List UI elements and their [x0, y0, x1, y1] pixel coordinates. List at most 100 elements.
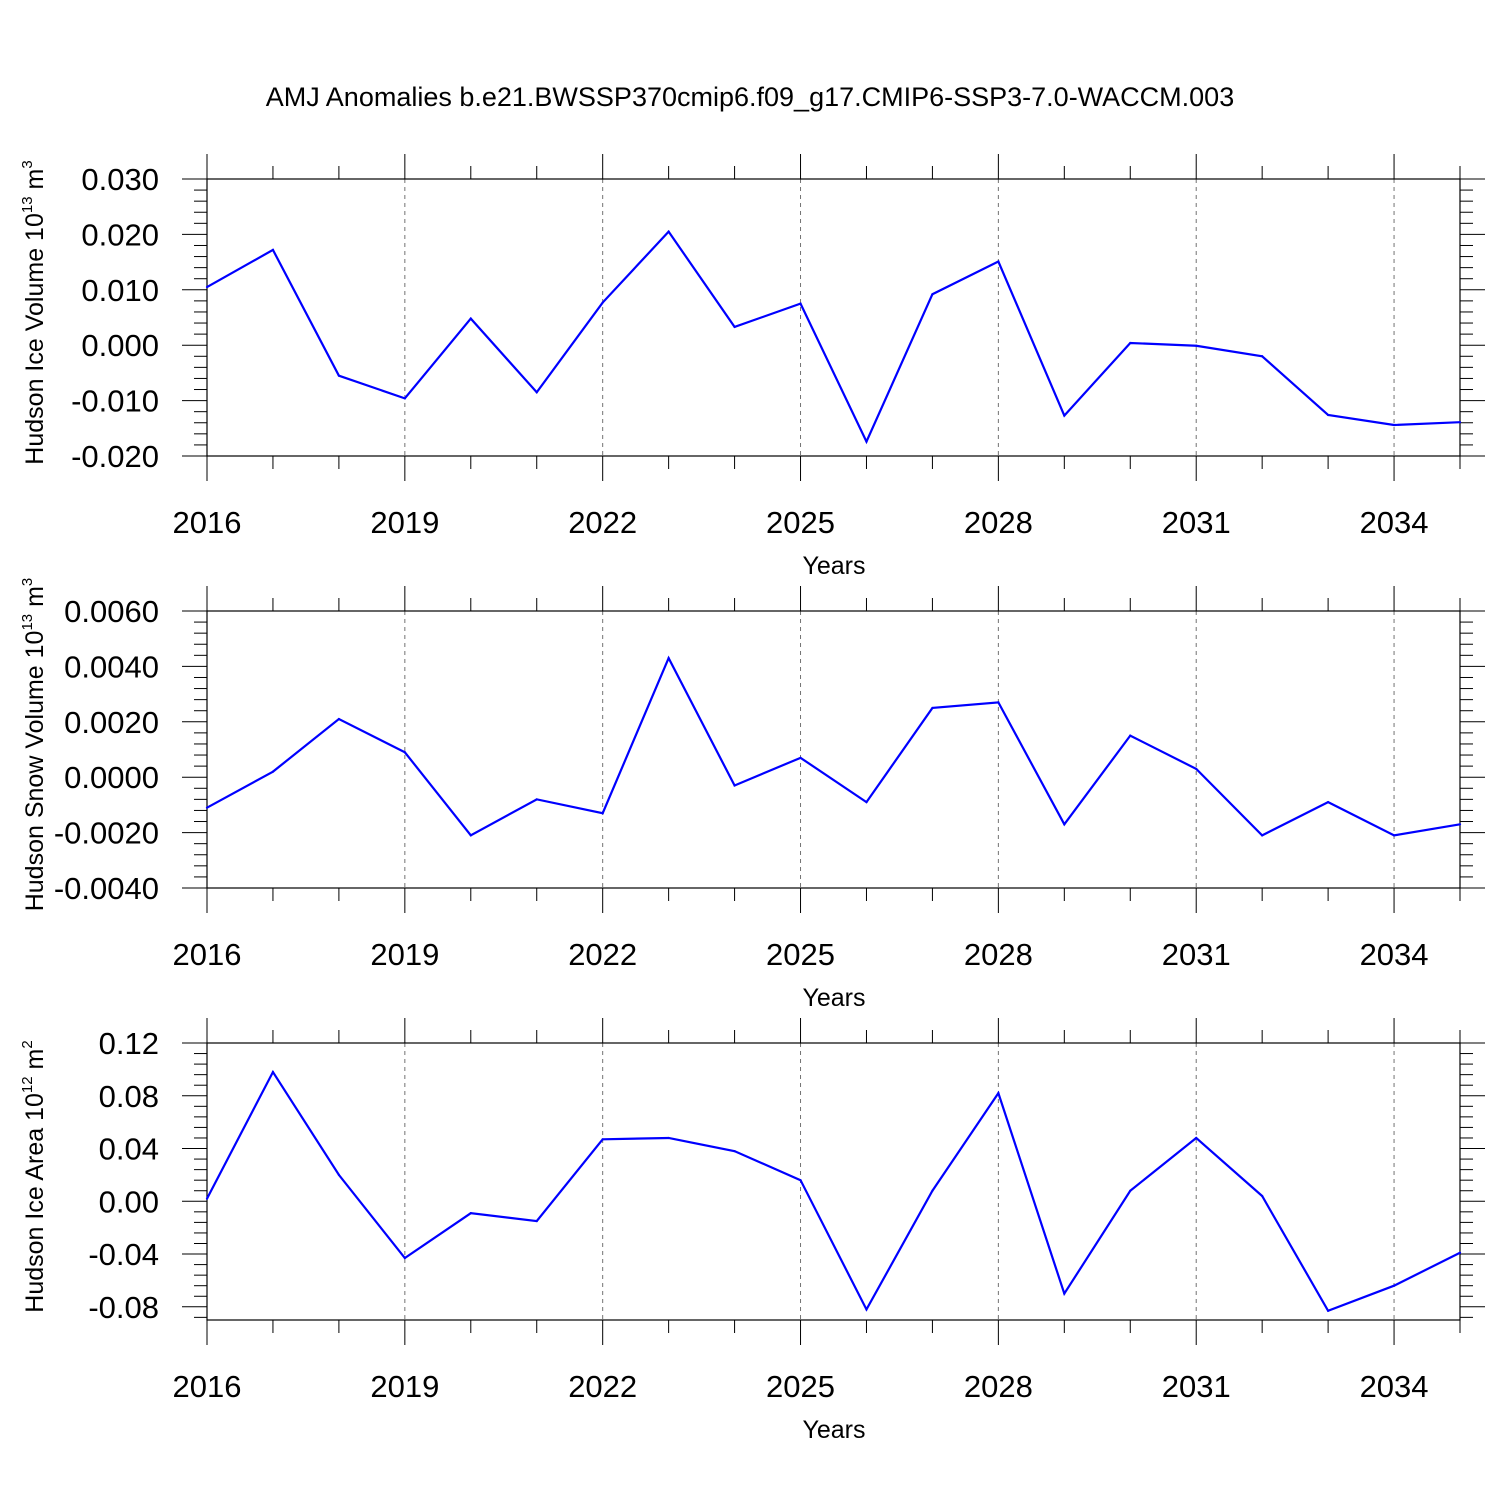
x-axis-label: Years: [802, 984, 865, 1012]
y-tick-label: 0.12: [99, 1026, 159, 1061]
data-point: [997, 701, 1000, 704]
data-point: [733, 784, 736, 787]
x-tick-label: 2025: [766, 937, 835, 972]
data-point: [1327, 413, 1330, 417]
data-point: [1129, 734, 1132, 737]
x-tick-label: 2016: [173, 1369, 242, 1404]
y-tick-label: 0.0060: [64, 594, 159, 629]
data-point: [1392, 834, 1396, 837]
data-point: [1261, 834, 1264, 837]
x-axis-label: Years: [802, 1416, 865, 1444]
x-tick-label: 2022: [568, 937, 637, 972]
y-tick-label: 0.0000: [64, 760, 159, 795]
data-point: [1261, 1194, 1264, 1198]
panels: 2016 2019 2022 2025 2028 2031 2034 Years -0.020 -…: [19, 154, 1485, 1444]
chart-panel-1: 2016 2019 2022 2025 2028 2031 2034 Years -0.020 -…: [19, 154, 1485, 580]
y-tick-label: 0.000: [81, 328, 159, 363]
data-point: [931, 293, 934, 296]
x-tick-label: 2034: [1360, 1369, 1429, 1404]
x-tick-label: 2016: [173, 505, 242, 540]
chart-panel-3: 2016 2019 2022 2025 2028 2031 2034 Years -0.08 -0…: [19, 1018, 1485, 1444]
data-point: [271, 770, 275, 773]
x-tick-label: 2019: [370, 937, 439, 972]
data-point: [601, 812, 604, 815]
y-tick-label: -0.0040: [54, 871, 159, 906]
data-point: [1063, 414, 1066, 417]
data-point: [403, 751, 406, 754]
x-tick-label: 2022: [568, 505, 637, 540]
plot-frame: [206, 610, 1461, 889]
x-tick-label: 2028: [964, 937, 1033, 972]
data-point: [271, 248, 275, 252]
data-point: [733, 325, 736, 329]
data-point: [997, 260, 1000, 263]
figure-title: AMJ Anomalies b.e21.BWSSP370cmip6.f09_g1…: [266, 82, 1234, 112]
data-point: [667, 656, 670, 660]
series-line: [206, 229, 1461, 445]
data-point: [1327, 801, 1330, 804]
y-tick-label: 0.00: [99, 1184, 159, 1219]
y-tick-label: 0.0020: [64, 705, 159, 740]
data-point: [205, 285, 209, 289]
series-line: [206, 1069, 1461, 1313]
x-axis-label: Years: [802, 552, 865, 580]
data-point: [535, 798, 538, 801]
series-line: [206, 655, 1461, 837]
plot-frame: [206, 1042, 1461, 1321]
x-tick-label: 2028: [964, 505, 1033, 540]
data-point: [205, 1197, 209, 1200]
x-tick-label: 2031: [1162, 505, 1231, 540]
x-tick-label: 2025: [766, 1369, 835, 1404]
y-tick-label: -0.010: [71, 384, 159, 419]
y-tick-label: 0.08: [99, 1079, 159, 1114]
x-tick-label: 2025: [766, 505, 835, 540]
data-point: [1195, 344, 1198, 347]
data-point: [931, 706, 934, 710]
x-tick-label: 2034: [1360, 937, 1429, 972]
data-point: [799, 302, 802, 305]
data-point: [799, 756, 802, 759]
y-tick-label: -0.0020: [54, 816, 159, 851]
chart-panel-2: 2016 2019 2022 2025 2028 2031 2034 Years -0.0040…: [19, 578, 1485, 1012]
data-point: [667, 1136, 670, 1140]
data-point: [601, 1138, 604, 1141]
x-tick-label: 2016: [173, 937, 242, 972]
data-point: [403, 397, 406, 400]
data-point: [865, 1308, 868, 1311]
y-tick-label: -0.08: [88, 1290, 159, 1325]
data-point: [205, 806, 209, 809]
data-point: [271, 1070, 275, 1074]
plot-frame: [206, 178, 1461, 457]
y-tick-label: 0.010: [81, 273, 159, 308]
y-tick-label: 0.030: [81, 162, 159, 197]
data-point: [535, 391, 538, 394]
data-point: [1063, 823, 1066, 826]
data-point: [535, 1219, 538, 1223]
data-point: [1458, 823, 1462, 826]
data-point: [1261, 355, 1264, 358]
data-point: [1392, 423, 1396, 427]
x-tick-label: 2028: [964, 1369, 1033, 1404]
x-tick-label: 2031: [1162, 937, 1231, 972]
data-point: [667, 230, 670, 233]
data-point: [733, 1150, 736, 1153]
y-axis-label: Hudson Snow Volume 1013 m3: [19, 578, 49, 912]
data-point: [997, 1092, 1000, 1095]
data-point: [337, 1173, 340, 1177]
data-point: [469, 1212, 472, 1215]
data-point: [931, 1189, 934, 1192]
x-tick-label: 2034: [1360, 505, 1429, 540]
data-point: [1129, 1189, 1132, 1192]
y-axis-label: Hudson Ice Area 1012 m2: [19, 1040, 49, 1312]
data-point: [1195, 1136, 1198, 1140]
data-point: [337, 717, 340, 721]
data-point: [469, 317, 472, 320]
data-point: [1195, 767, 1198, 770]
data-point: [601, 301, 604, 304]
data-point: [337, 374, 340, 377]
data-point: [1458, 1251, 1462, 1254]
x-tick-label: 2019: [370, 505, 439, 540]
data-point: [865, 801, 868, 804]
y-tick-label: -0.020: [71, 439, 159, 474]
